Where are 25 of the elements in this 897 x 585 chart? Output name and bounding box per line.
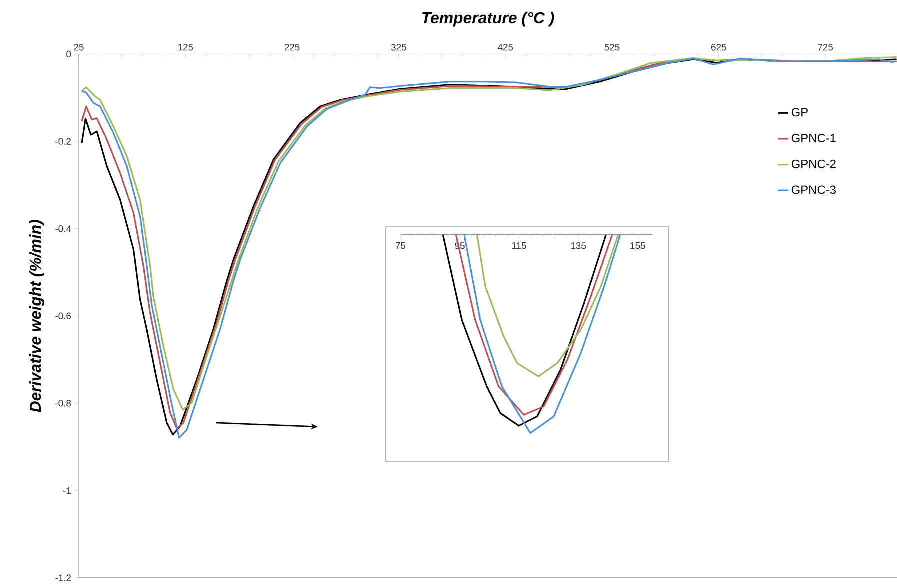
x-tick-label: 75 — [396, 242, 406, 250]
x-tick-label: 155 — [630, 242, 646, 250]
x-tick-label: 425 — [498, 44, 514, 51]
y-tick-label: -1 — [63, 487, 72, 494]
x-tick-label: 135 — [571, 242, 586, 250]
x-tick-label: 625 — [712, 44, 726, 51]
y-tick-label: -0.8 — [56, 400, 72, 407]
y-tick-label: -1.2 — [56, 574, 72, 582]
x-tick-label: 25 — [74, 44, 84, 51]
x-tick-label: 225 — [284, 44, 300, 51]
y-tick-label: 0 — [66, 50, 72, 58]
y-axis-title: Derivative weight (%/min) — [29, 220, 44, 412]
x-tick-label: 115 — [512, 242, 526, 250]
legend-label: GPNC-2 — [792, 160, 836, 168]
y-tick-label: -0.6 — [56, 312, 72, 320]
x-tick-label: 325 — [391, 44, 406, 51]
x-tick-label: 525 — [604, 44, 620, 51]
legend-label: GPNC-3 — [792, 186, 836, 194]
legend-label: GP — [792, 108, 808, 117]
legend-label: GPNC-1 — [792, 134, 836, 143]
y-tick-label: -0.4 — [56, 226, 72, 232]
x-tick-label: 725 — [818, 44, 834, 51]
y-tick-label: -0.2 — [56, 138, 72, 145]
x-axis-title: Temperature (°C ) — [422, 12, 554, 27]
x-tick-label: 125 — [178, 44, 194, 51]
